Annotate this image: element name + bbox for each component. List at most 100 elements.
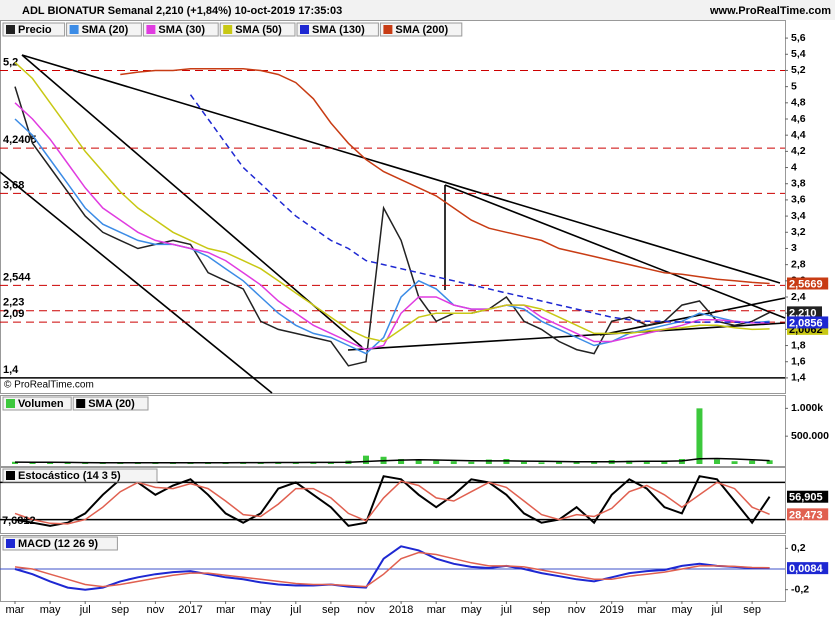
x-tick-label: sep <box>743 604 761 616</box>
price-tag <box>787 450 829 463</box>
x-tick-label: may <box>461 604 482 616</box>
price-tag <box>787 508 829 521</box>
y-tick-label: 3 <box>791 242 797 254</box>
legend-box <box>142 22 219 37</box>
bar <box>12 461 18 464</box>
x-tick-label: sep <box>111 604 129 616</box>
price-tag-label: 2,5669 <box>789 278 823 290</box>
annotation: 7,6812 <box>2 515 36 527</box>
price-tag-label: 28,473 <box>789 509 823 521</box>
legend-swatch <box>300 25 309 34</box>
bar <box>661 460 668 464</box>
x-tick-label: mar <box>427 604 446 616</box>
legend-label: SMA (50) <box>235 24 282 36</box>
bar <box>696 408 703 464</box>
x-tick-label: jul <box>710 604 722 616</box>
y-tick-label: 4,4 <box>791 129 806 141</box>
bar <box>520 461 527 464</box>
x-tick-label: mar <box>6 604 25 616</box>
price-tag <box>787 316 829 329</box>
y-tick-label: 0,2 <box>791 542 806 554</box>
series-line <box>14 118 770 355</box>
price-tag-label: 0,0084 <box>789 563 824 575</box>
legend-box <box>2 536 118 551</box>
bar <box>310 462 317 464</box>
legend-swatch <box>223 25 233 34</box>
bar <box>415 459 422 464</box>
price-tag-label: 2,0856 <box>789 317 823 329</box>
legend-box <box>219 22 296 37</box>
price-tag-label: 2,210 <box>789 307 817 319</box>
bar <box>749 460 756 464</box>
level-label: 1,4 <box>3 364 19 376</box>
y-tick-label: 500.000 <box>791 430 829 442</box>
y-tick-label: 2,4 <box>791 291 806 303</box>
series-line <box>14 545 770 591</box>
bar <box>363 455 369 464</box>
y-tick-label: 3,6 <box>791 194 806 206</box>
legend-swatch <box>69 25 79 34</box>
x-tick-label: jul <box>500 604 512 616</box>
price-tag <box>787 490 829 503</box>
y-tick-label: 1,6 <box>791 356 806 368</box>
series-line <box>14 102 770 351</box>
price-tag-label: 66.410 <box>789 451 823 463</box>
bar <box>433 460 440 464</box>
legend-box <box>2 396 72 411</box>
bar <box>485 459 492 464</box>
site-name: www.ProRealTime.com <box>709 5 831 17</box>
x-tick-label: jul <box>79 604 91 616</box>
copyright: © ProRealTime.com <box>4 380 94 391</box>
legend-box <box>72 396 149 411</box>
legend-swatch <box>383 25 393 34</box>
x-tick-label: 2019 <box>599 604 623 616</box>
y-tick-label: 1,8 <box>791 339 806 351</box>
y-tick-label: 1,4 <box>791 372 806 384</box>
legend-label: Volumen <box>18 398 64 410</box>
legend-swatch <box>146 25 156 34</box>
legend-label: SMA (20) <box>82 24 129 36</box>
legend-swatch <box>6 539 15 548</box>
level-label: 5,2 <box>3 56 18 68</box>
level-label: 2,544 <box>3 271 31 283</box>
bar <box>398 458 405 464</box>
x-tick-label: may <box>250 604 271 616</box>
x-tick-label: 2018 <box>389 604 413 616</box>
price-tag-label: 60.933 <box>789 462 823 474</box>
y-tick-label: 4 <box>791 161 797 173</box>
price-tag <box>787 277 829 290</box>
header-bar <box>0 0 835 20</box>
price-tag <box>787 460 829 473</box>
y-tick-label: 5,4 <box>791 48 806 60</box>
y-tick-label: 3,8 <box>791 178 806 190</box>
x-tick-label: may <box>672 604 693 616</box>
x-tick-label: nov <box>568 604 586 616</box>
level-label: 3,68 <box>3 179 24 191</box>
x-tick-label: jul <box>289 604 301 616</box>
legend-box <box>379 22 463 37</box>
bar <box>556 462 563 464</box>
series-line <box>14 86 770 367</box>
bar <box>714 459 720 464</box>
series-line <box>14 551 770 588</box>
legend-label: Estocástico (14 3 5) <box>18 470 121 482</box>
series-line <box>120 68 770 285</box>
legend-box <box>2 22 66 37</box>
price-tag <box>787 562 829 575</box>
bar <box>538 462 545 464</box>
legend-swatch <box>6 399 15 408</box>
legend-box <box>296 22 379 37</box>
series-line <box>14 480 770 525</box>
legend-label: SMA (20) <box>88 398 135 410</box>
bar <box>766 460 773 464</box>
bar <box>450 461 457 464</box>
y-tick-label: 3,2 <box>791 226 806 238</box>
bar <box>29 462 36 464</box>
x-tick-label: nov <box>147 604 165 616</box>
chart-title: ADL BIONATUR Semanal 2,210 (+1,84%) 10-o… <box>22 5 342 17</box>
legend-label: SMA (200) <box>395 24 448 36</box>
bar <box>292 462 299 464</box>
x-tick-label: sep <box>322 604 340 616</box>
legend-swatch <box>76 399 86 408</box>
